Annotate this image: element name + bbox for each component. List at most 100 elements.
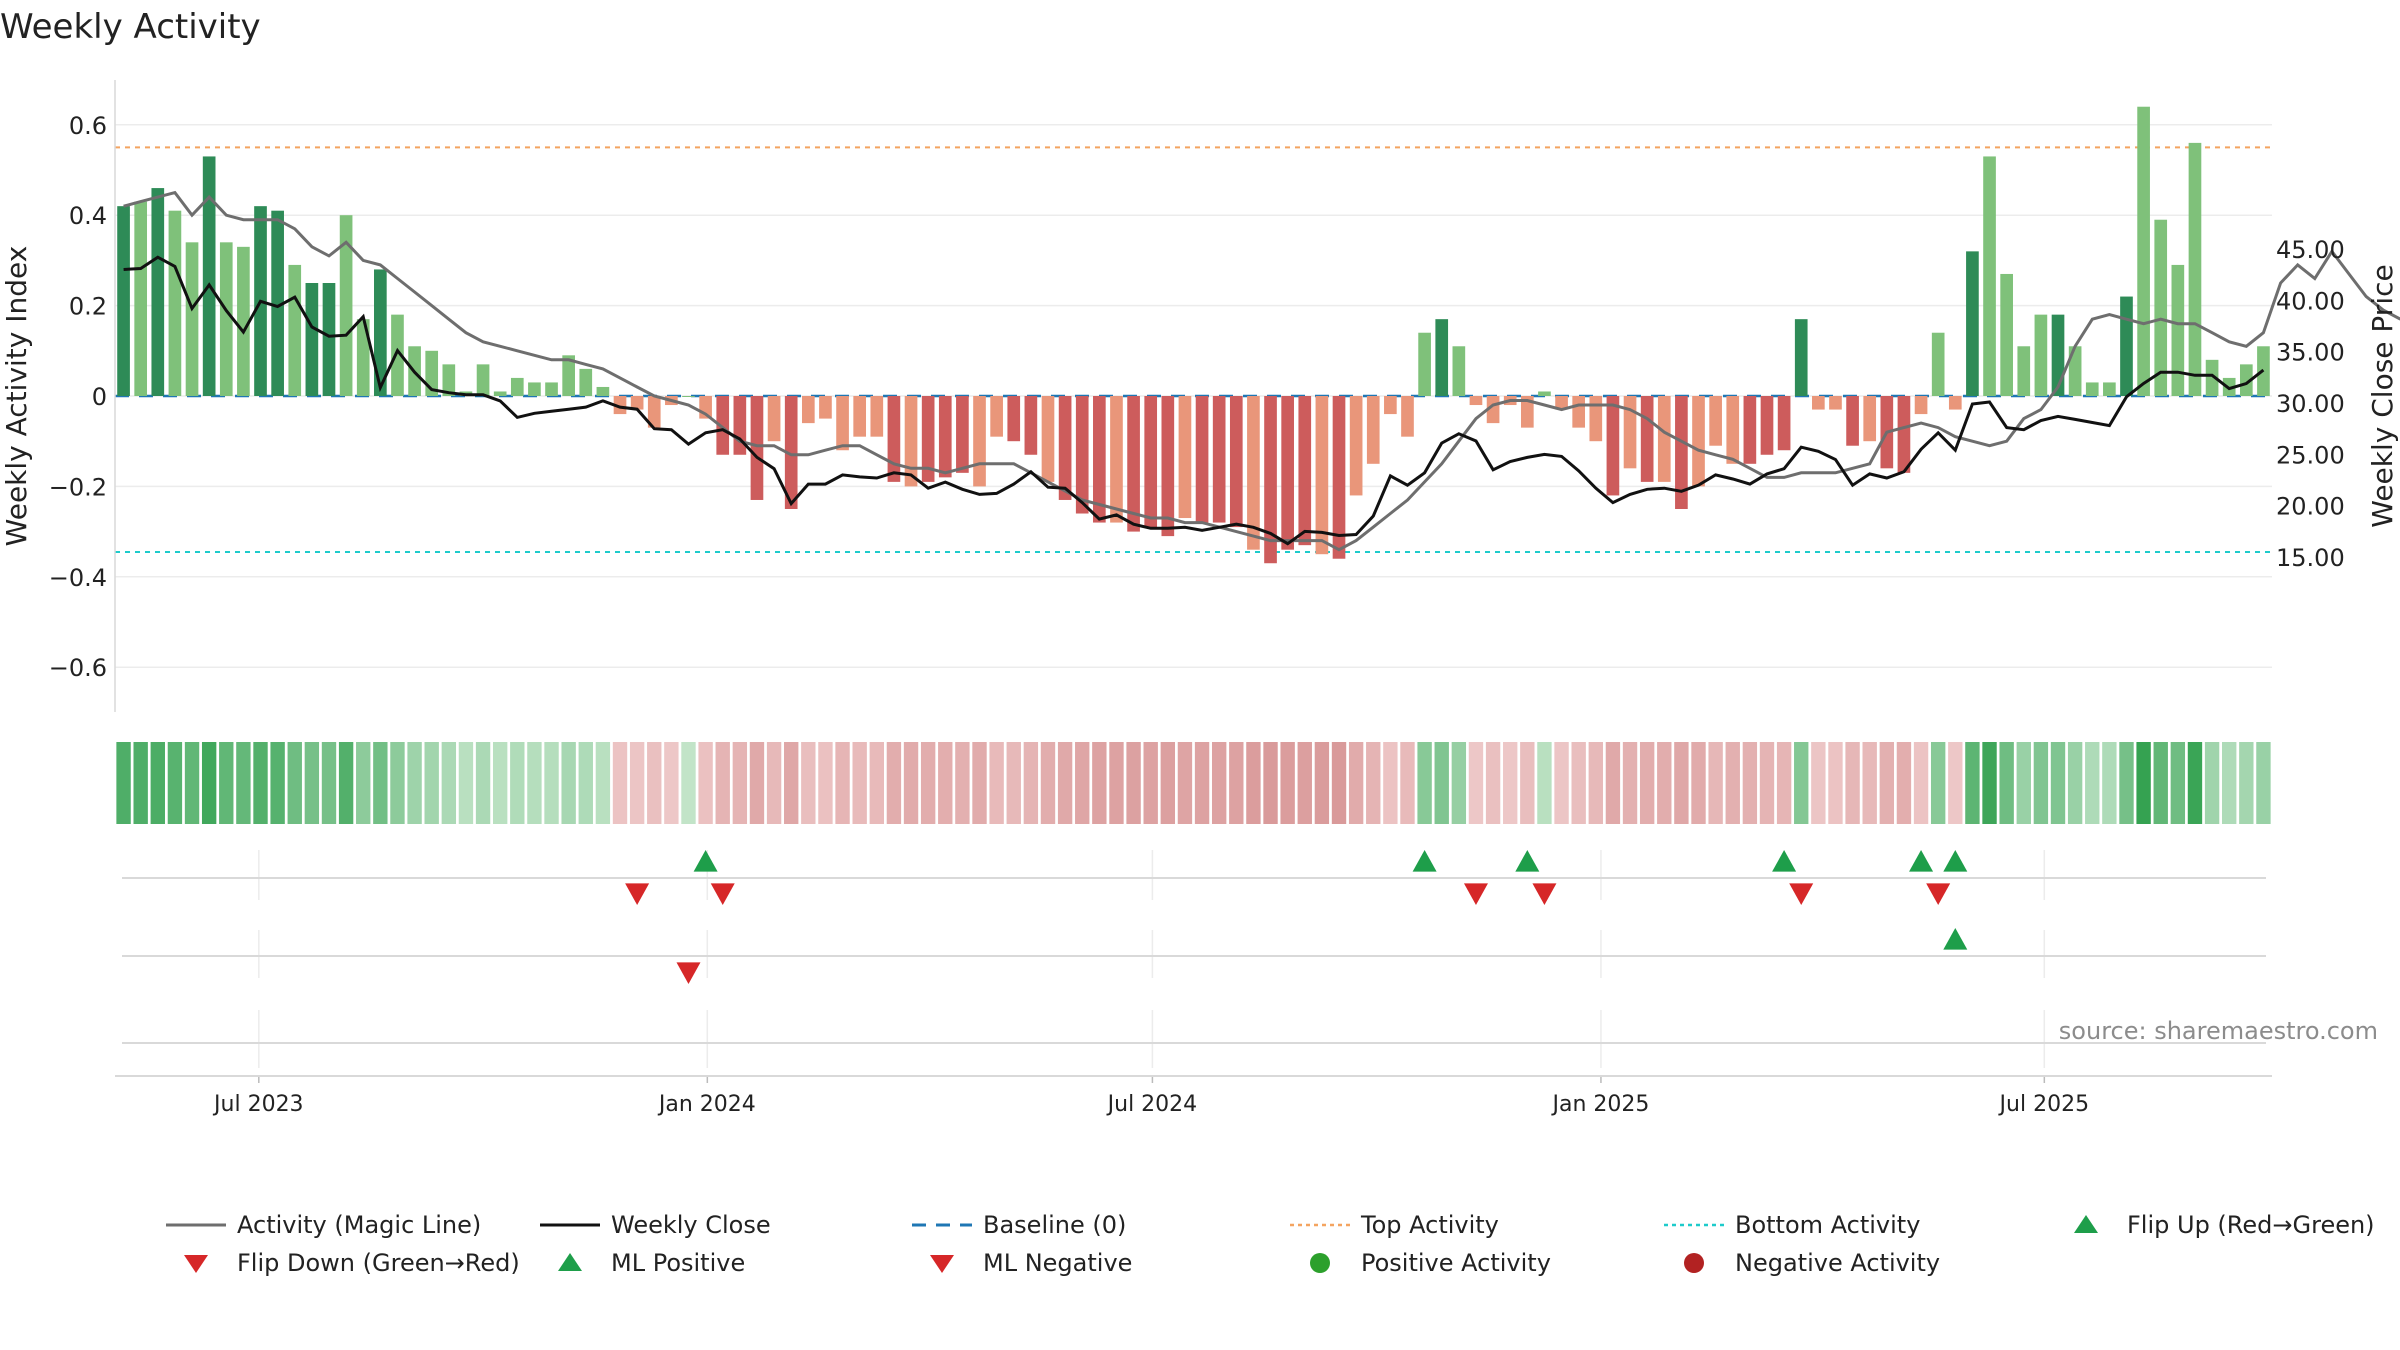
heat-cell [989,742,1004,824]
weekly-close-line [123,255,2265,546]
heat-cell [801,742,816,824]
heat-cell [1999,742,2014,824]
activity-bar [1298,396,1312,546]
activity-bar [2239,364,2253,396]
x-tick-label: Jan 2024 [657,1092,756,1117]
activity-bar [1863,396,1877,442]
activity-bar [1212,396,1226,523]
heat-cell [236,742,251,824]
heat-cell [561,742,576,824]
heat-cell [1657,742,1672,824]
heat-cell [1742,742,1758,824]
activity-bar [1384,396,1397,415]
heat-cell [1451,742,1467,824]
activity-bar [288,264,302,396]
heat-cell [1794,742,1809,824]
y2-tick-label: 45.00 [2276,236,2345,264]
legend-label: Negative Activity [1735,1249,1940,1277]
activity-bar [682,396,695,397]
heat-cell [1211,742,1227,824]
activity-bar [596,386,610,396]
heat-cell [2033,742,2049,824]
heat-cell [595,742,611,824]
activity-bar [733,396,747,455]
heat-cell [578,742,593,824]
activity-bar [151,188,165,396]
flip-up-marker [693,850,718,872]
heat-cell [1674,742,1689,824]
heat-cell [1948,742,1963,824]
heat-cell [253,742,268,824]
activity-bar [356,319,370,396]
heat-cell [1297,742,1312,824]
heat-cell [852,742,867,824]
heat-cell [2239,742,2254,824]
activity-bar [1743,396,1757,464]
activity-bar [202,156,216,396]
heat-cell [2102,742,2117,824]
heat-cell [184,742,200,824]
activity-bar [1520,396,1534,428]
magic-line [123,190,2400,552]
y2-axis-label: Weekly Close Price [2366,264,2399,527]
heat-cell [1246,742,1261,824]
heat-cell [2067,742,2083,824]
activity-bar [870,396,884,437]
heat-cell [1588,742,1603,824]
activity-bar [767,396,781,442]
legend-label: Baseline (0) [983,1211,1126,1239]
heat-cell [1314,742,1330,824]
activity-bar [1281,396,1294,550]
y2-tick-label: 35.00 [2276,339,2345,367]
activity-bar [1127,396,1140,532]
heat-cell [1040,742,1056,824]
heat-cell [1759,742,1775,824]
legend-label: Top Activity [1360,1211,1499,1239]
tick-labels: 0.6 0.4 0.2 0 −0.2 −0.4 −0.6 45.00 40.00 35.00 30.… [49,112,2345,1117]
heat-cell [2119,742,2134,824]
heat-cell [1177,742,1193,824]
heat-cell [1639,742,1655,824]
activity-bar [1401,396,1414,437]
activity-bar [374,269,387,396]
activity-bar [271,210,284,396]
heat-cell [1930,742,1946,824]
activity-bar [1469,396,1483,406]
x-tick-label: Jul 2025 [1998,1092,2090,1117]
heat-cell [1982,742,1997,824]
activity-bar [579,368,593,396]
legend-label: ML Negative [983,1249,1132,1277]
y-tick-label: 0.4 [69,202,107,230]
legend: Activity (Magic Line) Weekly Close Baselin… [166,1211,2375,1277]
activity-bar [442,364,456,396]
y-tick-label: −0.2 [49,473,107,501]
heat-cell [749,742,765,824]
activity-bar [1144,396,1158,528]
activity-bar [1195,396,1209,523]
heat-cell [1468,742,1484,824]
legend-label: Flip Up (Red→Green) [2127,1211,2375,1239]
activity-bar [562,355,575,396]
activity-bar [2068,346,2082,396]
activity-bar [2017,346,2031,396]
activity-bar [1555,396,1568,410]
legend-label: ML Positive [611,1249,745,1277]
x-tick-label: Jul 2023 [212,1092,304,1117]
y2-tick-label: 20.00 [2276,493,2345,521]
x-tick-label: Jul 2024 [1106,1092,1198,1117]
flip-up-marker [1909,850,1934,872]
activity-bars [117,106,2270,564]
heat-cell [1485,742,1501,824]
activity-bar [1829,396,1842,410]
heat-cell [2256,742,2271,824]
flip-down-marker [625,883,650,905]
activity-bar [887,396,901,482]
heat-cell [1725,742,1740,824]
heat-cell [1383,742,1398,824]
legend-label: Weekly Close [611,1211,771,1239]
activity-bar [938,396,952,478]
activity-bar [956,396,969,473]
heat-cell [150,742,165,824]
heat-cell [903,742,919,824]
